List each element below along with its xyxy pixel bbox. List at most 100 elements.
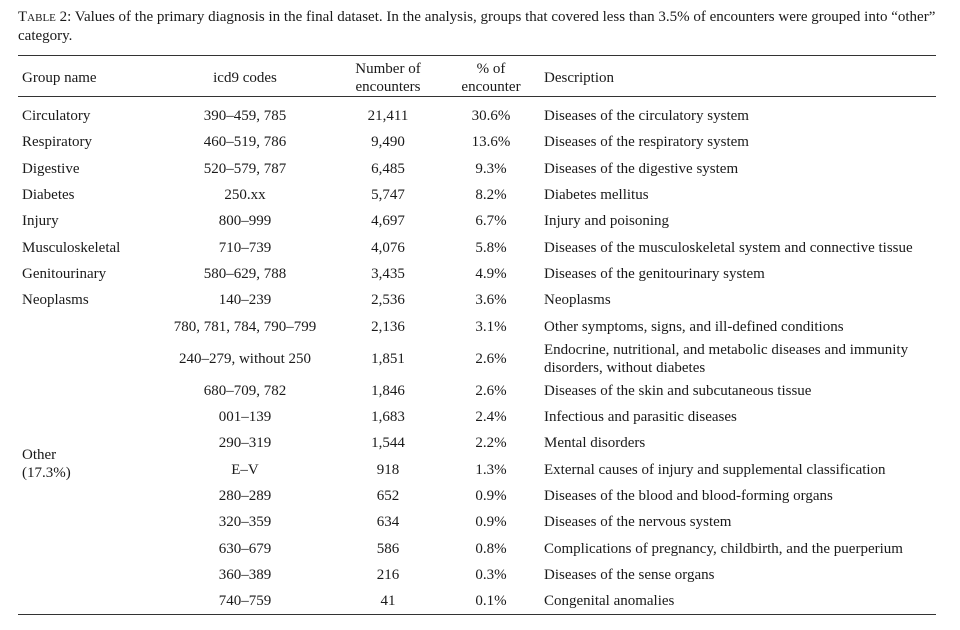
cell-description: Congenital anomalies [544, 593, 675, 610]
cell-encounters: 652 [376, 488, 400, 504]
cell-percent: 2.4% [475, 409, 507, 426]
cell-percent: 30.6% [471, 108, 511, 125]
cell-icd9: E–V [231, 461, 259, 478]
cell-percent: 0.9% [475, 514, 507, 531]
cell-encounters: 586 [376, 540, 400, 557]
header-icd9-codes: icd9 codes [213, 70, 277, 86]
table-row: 360–389 216 0.3% Diseases of the sense o… [18, 562, 936, 588]
table-row: Diabetes 250.xx 5,747 8.2% Diabetes mell… [18, 182, 936, 208]
cell-description: Diseases of the respiratory system [544, 134, 749, 151]
cell-percent: 6.7% [475, 213, 507, 230]
table-body: Circulatory 390–459, 785 21,411 30.6% Di… [18, 97, 936, 615]
cell-group: Diabetes [22, 187, 75, 204]
cell-percent: 2.6% [475, 382, 507, 399]
cell-icd9: 140–239 [218, 292, 272, 309]
cell-encounters: 1,846 [371, 382, 405, 399]
cell-percent: 5.8% [475, 239, 507, 256]
table-row: 240–279, without 250 1,851 2.6% Endocrin… [18, 340, 936, 378]
header-num-line2: encounters [355, 79, 421, 95]
cell-description: Diseases of the circulatory system [544, 108, 749, 125]
cell-icd9: 460–519, 786 [203, 134, 287, 151]
cell-icd9: 680–709, 782 [203, 382, 287, 399]
cell-group: Genitourinary [22, 265, 107, 282]
header-row: Group name icd9 codes Number of encounter… [18, 55, 936, 97]
cell-description: Diabetes mellitus [544, 187, 649, 204]
description-line2: disorders, without diabetes [544, 359, 706, 376]
cell-percent: 0.8% [475, 540, 507, 557]
cell-description: Neoplasms [544, 292, 611, 309]
cell-encounters: 9,490 [371, 134, 405, 151]
cell-description: Diseases of the digestive system [544, 160, 739, 177]
cell-encounters: 5,747 [371, 187, 405, 204]
header-group-name: Group name [22, 70, 97, 86]
cell-percent: 4.9% [475, 265, 507, 282]
cell-icd9: 280–289 [218, 488, 272, 504]
cell-group: Musculoskeletal [22, 239, 121, 256]
table-row: Neoplasms 140–239 2,536 3.6% Neoplasms [18, 287, 936, 313]
cell-description: Injury and poisoning [544, 213, 669, 230]
cell-description: Diseases of the blood and blood-forming … [544, 488, 833, 504]
cell-percent: 3.1% [475, 318, 507, 335]
cell-percent: 2.2% [475, 435, 507, 452]
cell-percent: 0.9% [475, 488, 507, 504]
cell-description: Other symptoms, signs, and ill-defined c… [544, 318, 844, 335]
cell-group: Neoplasms [22, 292, 89, 309]
cell-percent: 8.2% [475, 187, 507, 204]
header-number-of-encounters: Number of encounters [334, 56, 442, 97]
cell-encounters: 6,485 [371, 160, 405, 177]
cell-group: Digestive [22, 160, 80, 177]
table-row: Injury 800–999 4,697 6.7% Injury and poi… [18, 208, 936, 234]
table-header: Group name icd9 codes Number of encounter… [18, 55, 936, 97]
cell-icd9: 630–679 [218, 540, 272, 557]
cell-encounters: 4,697 [371, 213, 405, 230]
cell-icd9: 710–739 [218, 239, 272, 256]
cell-percent: 2.6% [475, 350, 507, 367]
cell-group: Respiratory [22, 134, 92, 151]
table-row: 680–709, 782 1,846 2.6% Diseases of the … [18, 378, 936, 404]
cell-icd9: 390–459, 785 [203, 108, 287, 125]
cell-group: Injury [22, 213, 59, 230]
cell-percent: 0.1% [475, 593, 507, 610]
cell-encounters: 41 [380, 593, 396, 610]
table-row: Musculoskeletal 710–739 4,076 5.8% Disea… [18, 234, 936, 260]
header-pct-line2: encounter [461, 79, 521, 95]
description-line1: Endocrine, nutritional, and metabolic di… [544, 341, 909, 358]
table-row: Circulatory 390–459, 785 21,411 30.6% Di… [18, 97, 936, 130]
cell-icd9: 740–759 [218, 593, 272, 610]
cell-encounters: 21,411 [367, 108, 409, 125]
other-group-percent: (17.3%) [22, 464, 71, 481]
table-caption: Table 2: Values of the primary diagnosis… [18, 8, 940, 46]
cell-encounters: 3,435 [371, 265, 405, 282]
cell-description: Diseases of the skin and subcutaneous ti… [544, 382, 812, 399]
cell-encounters: 1,851 [371, 350, 405, 367]
cell-percent: 3.6% [475, 292, 507, 309]
table-row: 740–759 41 0.1% Congenital anomalies [18, 588, 936, 615]
cell-icd9: 250.xx [224, 187, 266, 204]
header-pct-line1: % of [476, 61, 506, 77]
cell-icd9: 580–629, 788 [203, 265, 287, 282]
cell-description: Diseases of the sense organs [544, 566, 715, 583]
table-row: E–V 918 1.3% External causes of injury a… [18, 457, 936, 483]
cell-icd9: 240–279, without 250 [178, 350, 312, 367]
table-row: Digestive 520–579, 787 6,485 9.3% Diseas… [18, 156, 936, 182]
table-row: 280–289 652 0.9% Diseases of the blood a… [18, 483, 936, 509]
cell-description: Endocrine, nutritional, and metabolic di… [540, 340, 936, 378]
cell-icd9: 001–139 [218, 409, 272, 426]
cell-encounters: 216 [376, 566, 400, 583]
table-row: 320–359 634 0.9% Diseases of the nervous… [18, 509, 936, 535]
cell-icd9: 360–389 [218, 566, 272, 583]
cell-encounters: 1,544 [371, 435, 405, 452]
caption-text: Values of the primary diagnosis in the f… [18, 9, 936, 44]
cell-encounters: 918 [376, 461, 400, 478]
cell-group: Circulatory [22, 108, 91, 125]
table-row: 630–679 586 0.8% Complications of pregna… [18, 535, 936, 561]
cell-encounters: 4,076 [371, 239, 405, 256]
cell-encounters: 2,136 [371, 318, 405, 335]
cell-description: Complications of pregnancy, childbirth, … [544, 540, 903, 557]
table-row: 290–319 1,544 2.2% Mental disorders [18, 430, 936, 456]
cell-icd9: 520–579, 787 [203, 160, 287, 177]
diagnosis-table: Group name icd9 codes Number of encounter… [18, 55, 936, 615]
table-row: Respiratory 460–519, 786 9,490 13.6% Dis… [18, 129, 936, 155]
cell-description: Mental disorders [544, 435, 646, 452]
